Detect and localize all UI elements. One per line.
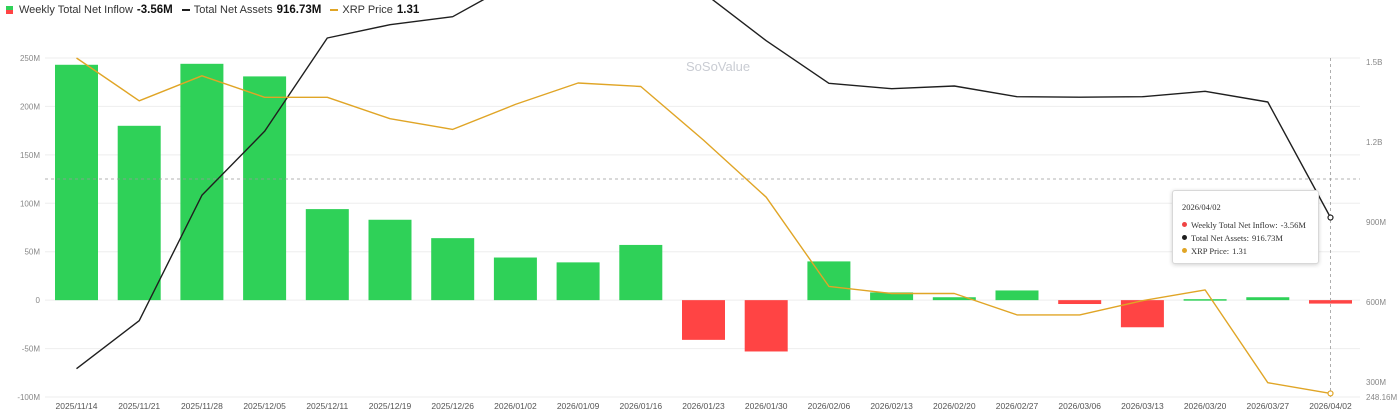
right-tick-label: 1.5B xyxy=(1366,58,1382,67)
tooltip-date: 2026/04/02 xyxy=(1182,202,1221,212)
x-tick-label: 2025/12/05 xyxy=(243,401,286,411)
x-tick-label: 2026/01/16 xyxy=(620,401,663,411)
x-tick-label: 2026/03/20 xyxy=(1184,401,1227,411)
right-tick-label: 300M xyxy=(1366,378,1386,387)
tooltip-row: XRP Price: 1.31 xyxy=(1182,244,1309,257)
right-axis-min-label: 248.16M xyxy=(1366,393,1397,402)
watermark: SoSoValue xyxy=(686,59,750,74)
inflow-bar[interactable] xyxy=(368,219,412,301)
legend-swatch xyxy=(6,6,13,14)
inflow-bar[interactable] xyxy=(1309,300,1352,304)
left-tick-label: 200M xyxy=(20,102,40,111)
inflow-bar[interactable] xyxy=(180,63,224,301)
assets-marker xyxy=(1327,214,1334,221)
tooltip-row: Weekly Total Net Inflow: -3.56M xyxy=(1182,218,1309,231)
left-tick-label: 50M xyxy=(24,248,40,257)
inflow-bar[interactable] xyxy=(1183,299,1227,301)
x-tick-label: 2026/02/27 xyxy=(996,401,1039,411)
inflow-bar[interactable] xyxy=(55,64,98,301)
inflow-bar[interactable] xyxy=(932,297,976,301)
legend-label: Total Net Assets xyxy=(193,4,273,16)
legend-value: -3.56M xyxy=(136,4,173,16)
tooltip-label: XRP Price: xyxy=(1191,245,1230,256)
tooltip-value: 916.73M xyxy=(1251,232,1283,243)
x-tick-label: 2025/12/19 xyxy=(369,401,412,411)
x-tick-label: 2026/01/23 xyxy=(682,401,725,411)
inflow-bar[interactable] xyxy=(117,125,161,301)
inflow-bar[interactable] xyxy=(807,261,851,301)
tooltip-label: Total Net Assets: xyxy=(1191,232,1249,243)
right-tick-label: 600M xyxy=(1366,298,1386,307)
axis-layer: 250M 200M 150M 100M 50M 0 -50M -100M 1.5B 1.2B 900… xyxy=(17,54,1397,411)
left-tick-label: 100M xyxy=(20,199,40,208)
tooltip-row: Total Net Assets: 916.73M xyxy=(1182,231,1309,244)
inflow-bar[interactable] xyxy=(1246,297,1290,301)
x-tick-label: 2026/02/06 xyxy=(808,401,851,411)
bar-layer xyxy=(55,63,1352,352)
x-tick-label: 2026/04/02 xyxy=(1309,401,1352,411)
x-tick-label: 2026/03/13 xyxy=(1121,401,1164,411)
legend-item[interactable]: Weekly Total Net Inflow -3.56M xyxy=(6,4,173,16)
price-marker xyxy=(1327,390,1334,397)
tooltip-dot xyxy=(1182,222,1187,227)
inflow-bar[interactable] xyxy=(995,290,1039,301)
left-tick-label: 150M xyxy=(20,151,40,160)
left-tick-label: 0 xyxy=(36,296,41,305)
tooltip-dot xyxy=(1182,248,1187,253)
legend-swatch xyxy=(181,9,190,11)
left-tick-label: 250M xyxy=(20,54,40,63)
legend-swatch xyxy=(330,9,339,11)
tooltip-dot xyxy=(1182,235,1187,240)
x-tick-label: 2026/02/13 xyxy=(870,401,913,411)
x-tick-label: 2026/03/06 xyxy=(1058,401,1101,411)
inflow-bar[interactable] xyxy=(682,300,725,340)
inflow-bar[interactable] xyxy=(1058,300,1102,305)
tooltip-value: 1.31 xyxy=(1232,245,1248,256)
tooltip-rows: Weekly Total Net Inflow: -3.56M Total Net … xyxy=(1182,218,1309,257)
x-tick-label: 2025/11/28 xyxy=(181,401,223,411)
x-tick-label: 2026/01/02 xyxy=(494,401,537,411)
legend-item[interactable]: Total Net Assets 916.73M xyxy=(181,4,322,16)
x-tick-label: 2026/03/27 xyxy=(1247,401,1290,411)
x-tick-label: 2026/02/20 xyxy=(933,401,976,411)
inflow-bar[interactable] xyxy=(556,262,600,301)
x-tick-label: 2025/12/11 xyxy=(306,401,348,411)
inflow-bar[interactable] xyxy=(493,257,537,301)
line-layer xyxy=(45,0,1360,397)
legend-label: Weekly Total Net Inflow xyxy=(19,4,133,16)
xrp-price-line[interactable] xyxy=(76,57,1331,395)
x-tick-label: 2026/01/09 xyxy=(557,401,600,411)
x-tick-label: 2025/12/26 xyxy=(431,401,474,411)
inflow-bar[interactable] xyxy=(431,238,475,301)
right-tick-label: 1.2B xyxy=(1366,138,1382,147)
chart-legend: Weekly Total Net Inflow -3.56M Total Net A… xyxy=(6,2,428,18)
inflow-bar[interactable] xyxy=(870,292,914,301)
legend-value: 916.73M xyxy=(276,4,322,16)
grid-layer xyxy=(45,57,1360,398)
tooltip-value: -3.56M xyxy=(1280,219,1306,230)
tooltip-label: Weekly Total Net Inflow: xyxy=(1191,219,1278,230)
inflow-bar[interactable] xyxy=(619,244,663,301)
x-tick-label: 2025/11/21 xyxy=(118,401,160,411)
legend-value: 1.31 xyxy=(396,4,420,16)
inflow-bar[interactable] xyxy=(305,209,349,301)
legend-item[interactable]: XRP Price 1.31 xyxy=(330,4,419,16)
inflow-bar[interactable] xyxy=(744,300,788,352)
x-tick-label: 2025/11/14 xyxy=(56,401,98,411)
tooltip: 2026/04/02 Weekly Total Net Inflow: -3.56… xyxy=(1172,190,1319,264)
left-tick-label: -100M xyxy=(17,393,40,402)
x-tick-label: 2026/01/30 xyxy=(745,401,788,411)
left-tick-label: -50M xyxy=(22,345,41,354)
right-tick-label: 900M xyxy=(1366,218,1386,227)
total-net-assets-line[interactable] xyxy=(76,0,1332,370)
inflow-bar[interactable] xyxy=(243,76,287,301)
legend-label: XRP Price xyxy=(342,4,393,16)
